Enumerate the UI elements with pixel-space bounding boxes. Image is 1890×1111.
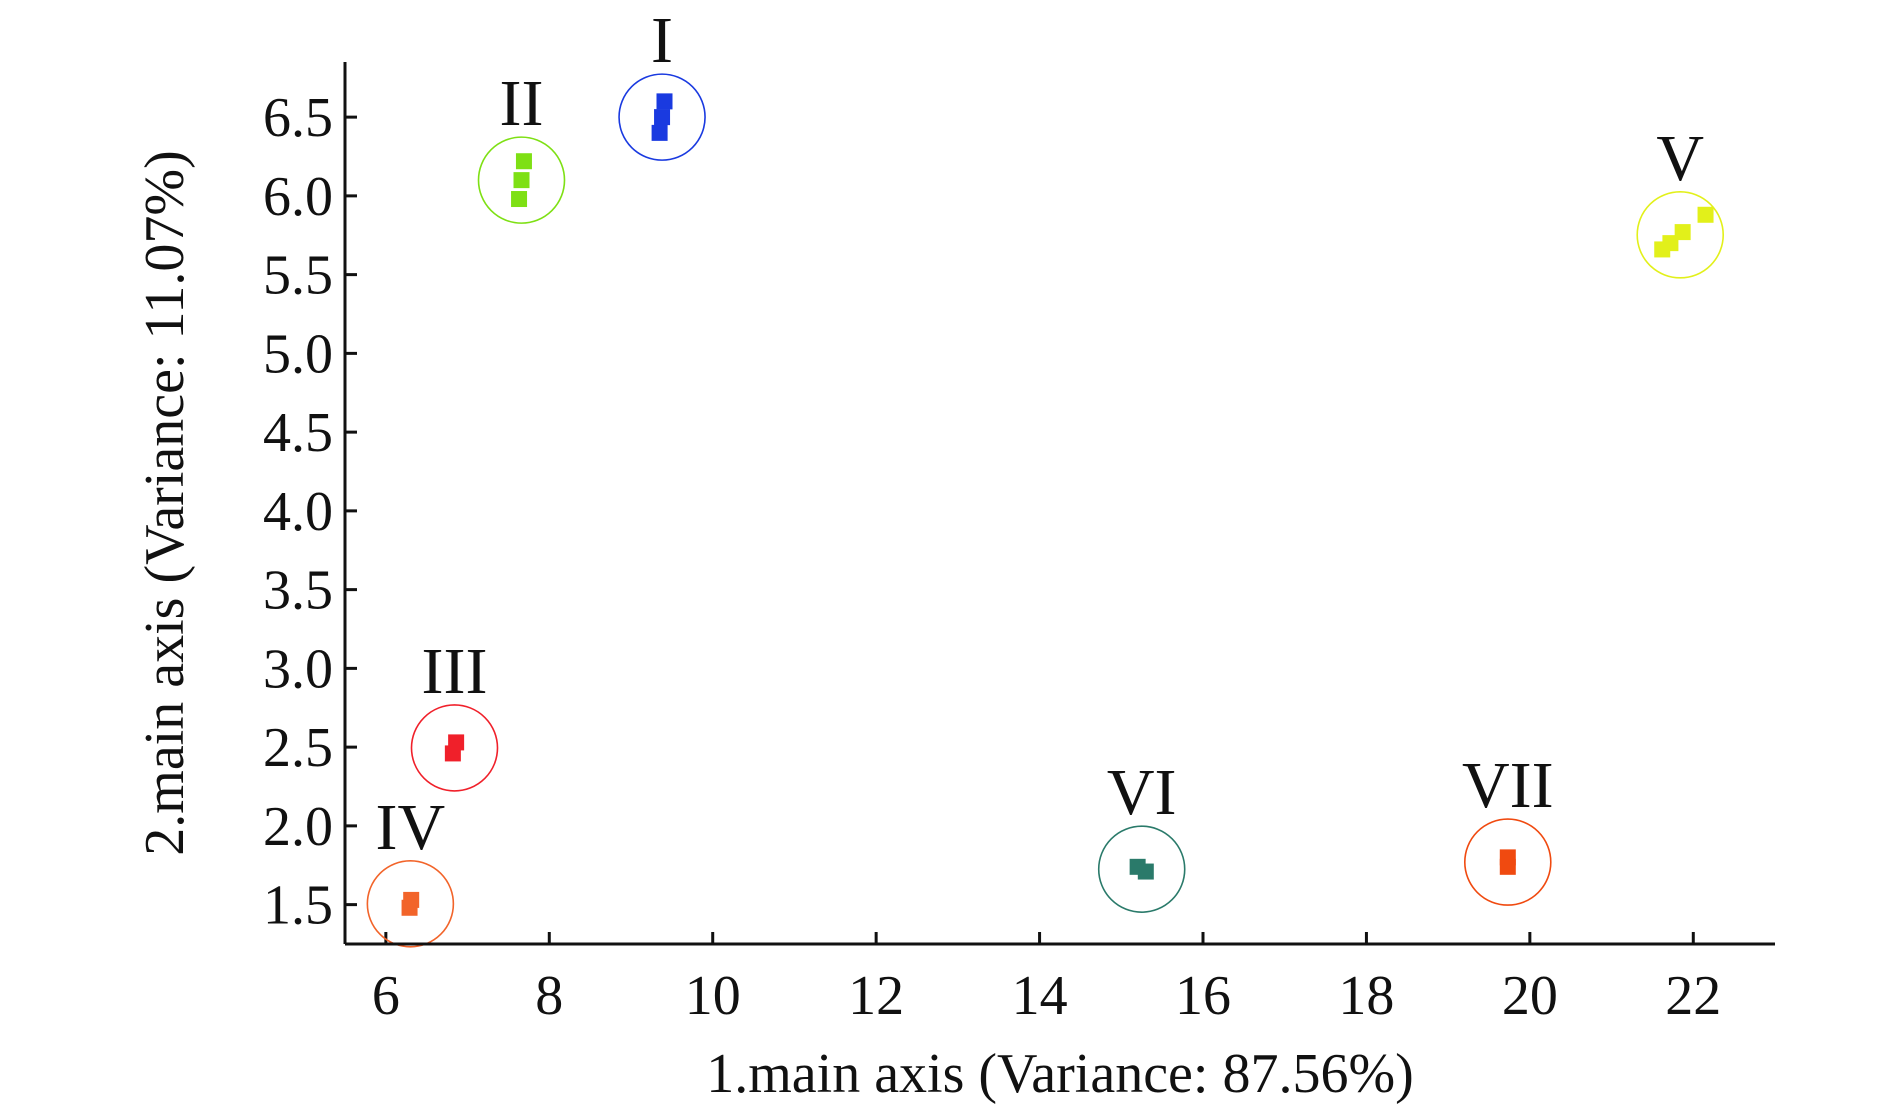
cluster-vii: VII xyxy=(1462,749,1554,906)
y-tick-label: 1.5 xyxy=(263,875,333,937)
data-point xyxy=(515,153,532,170)
x-tick-label: 16 xyxy=(1175,965,1231,1027)
x-tick-label: 6 xyxy=(372,965,400,1027)
y-tick-label: 6.5 xyxy=(263,87,333,149)
y-axis-title: 2.main axis (Variance: 11.07%) xyxy=(134,150,196,855)
x-tick-label: 18 xyxy=(1338,965,1394,1027)
cluster-i: I xyxy=(618,4,706,161)
y-tick-label: 5.0 xyxy=(263,323,333,385)
cluster-ii: II xyxy=(477,67,566,224)
data-point xyxy=(654,109,671,126)
cluster-circle xyxy=(477,136,566,224)
data-point xyxy=(1697,206,1714,223)
cluster-label: V xyxy=(1656,122,1704,195)
data-point xyxy=(513,172,530,189)
cluster-label: IV xyxy=(376,791,446,864)
x-tick-label: 14 xyxy=(1012,965,1068,1027)
cluster-label: I xyxy=(651,4,673,77)
cluster-label: III xyxy=(422,635,488,708)
y-tick-label: 2.0 xyxy=(263,796,333,858)
y-tick-label: 5.5 xyxy=(263,245,333,307)
cluster-label: VI xyxy=(1107,756,1177,829)
data-point xyxy=(1137,863,1154,880)
cluster-iv: IV xyxy=(366,791,455,948)
y-axis-ticks: 1.5 2.0 2.5 3.0 3.5 4.0 4.5 5.0 5.5 6.0 6.5 xyxy=(263,87,357,937)
data-point xyxy=(656,93,673,110)
data-point xyxy=(511,191,528,208)
x-tick-label: 22 xyxy=(1665,965,1721,1027)
cluster-iii: III xyxy=(410,635,499,792)
data-point xyxy=(403,891,420,908)
y-tick-label: 6.0 xyxy=(263,166,333,228)
cluster-circle xyxy=(1463,818,1552,906)
cluster-circle xyxy=(1636,191,1725,279)
y-tick-label: 2.5 xyxy=(263,717,333,779)
x-tick-label: 12 xyxy=(848,965,904,1027)
cluster-vi: VI xyxy=(1097,756,1186,913)
cluster-label: VII xyxy=(1462,749,1554,822)
cluster-circle xyxy=(618,73,706,161)
cluster-v: V xyxy=(1636,122,1725,279)
cluster-circle xyxy=(410,704,499,792)
x-axis-title: 1.main axis (Variance: 87.56%) xyxy=(706,1043,1414,1105)
x-tick-label: 8 xyxy=(535,965,563,1027)
cluster-circle xyxy=(1097,825,1186,913)
data-point xyxy=(448,734,465,751)
x-tick-label: 10 xyxy=(685,965,741,1027)
y-tick-label: 3.0 xyxy=(263,638,333,700)
data-point xyxy=(651,124,668,141)
data-point xyxy=(1499,849,1516,866)
x-tick-label: 20 xyxy=(1502,965,1558,1027)
cluster-circle xyxy=(366,860,455,948)
y-tick-label: 4.5 xyxy=(263,402,333,464)
cluster-label: II xyxy=(500,67,544,140)
y-tick-label: 3.5 xyxy=(263,560,333,622)
data-point xyxy=(1662,235,1679,252)
data-point xyxy=(1674,224,1691,241)
y-tick-label: 4.0 xyxy=(263,481,333,543)
x-axis-ticks: 6 8 10 12 14 16 18 20 22 xyxy=(372,932,1721,1027)
